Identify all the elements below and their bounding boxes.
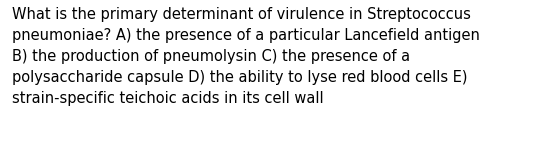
Text: What is the primary determinant of virulence in Streptococcus
pneumoniae? A) the: What is the primary determinant of virul… <box>12 7 480 106</box>
